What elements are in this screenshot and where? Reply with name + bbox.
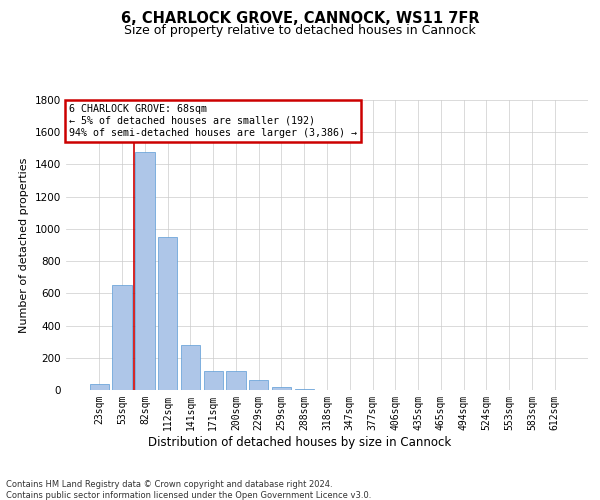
Bar [112,286,132,390]
Text: Size of property relative to detached houses in Cannock: Size of property relative to detached ho… [124,24,476,37]
Text: Distribution of detached houses by size in Cannock: Distribution of detached houses by size … [148,436,452,449]
Y-axis label: Number of detached properties: Number of detached properties [19,158,29,332]
Bar [135,152,155,390]
Bar [295,388,314,390]
Text: 6 CHARLOCK GROVE: 68sqm
← 5% of detached houses are smaller (192)
94% of semi-de: 6 CHARLOCK GROVE: 68sqm ← 5% of detached… [68,104,356,138]
Bar [181,345,200,390]
Bar [203,370,223,390]
Text: 6, CHARLOCK GROVE, CANNOCK, WS11 7FR: 6, CHARLOCK GROVE, CANNOCK, WS11 7FR [121,11,479,26]
Bar [272,387,291,390]
Bar [226,370,245,390]
Bar [249,380,268,390]
Bar [158,237,178,390]
Bar [90,384,109,390]
Text: Contains HM Land Registry data © Crown copyright and database right 2024.
Contai: Contains HM Land Registry data © Crown c… [6,480,371,500]
